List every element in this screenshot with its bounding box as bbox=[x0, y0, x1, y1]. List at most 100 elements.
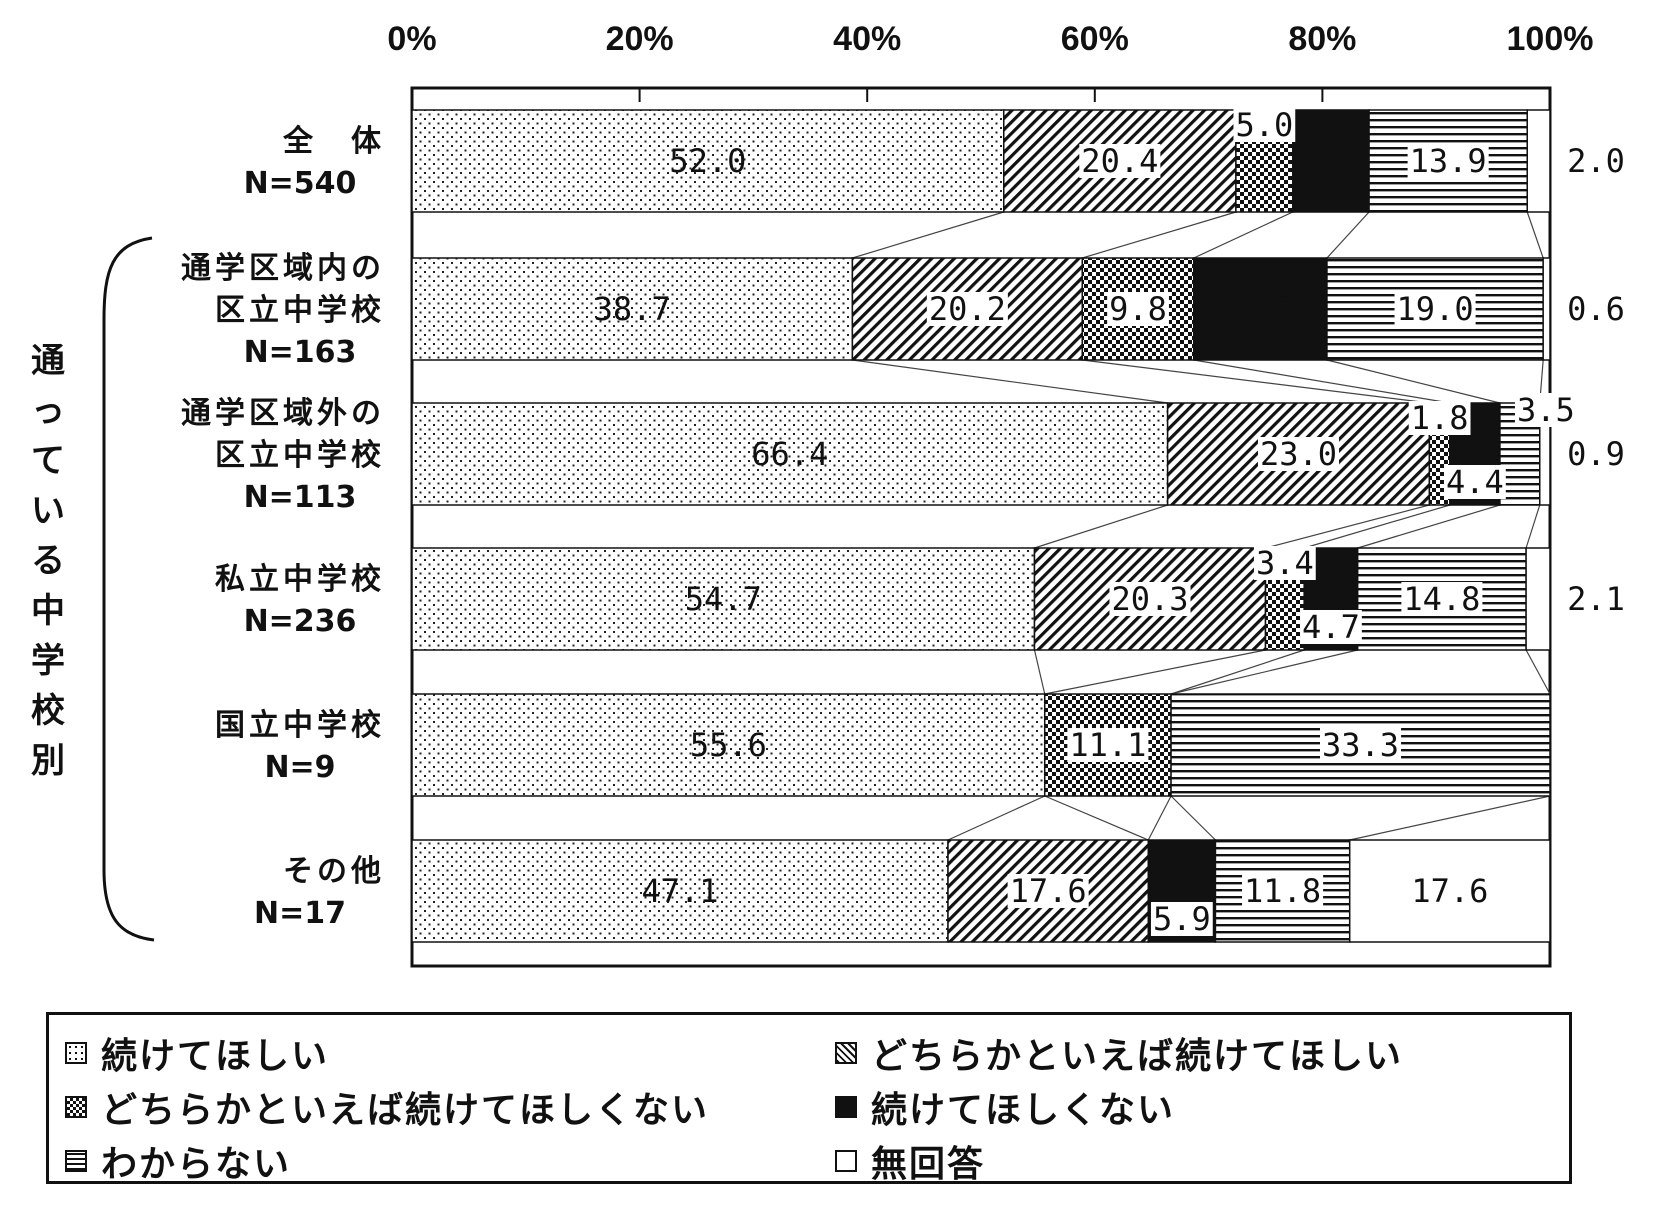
connector-line bbox=[947, 795, 1045, 841]
legend-swatch-horizontal bbox=[65, 1150, 87, 1172]
group-label-char: い bbox=[31, 491, 65, 531]
category-n: N=17 bbox=[254, 896, 346, 931]
bar-segment bbox=[411, 839, 949, 943]
connector-line bbox=[1082, 359, 1430, 404]
label-backing bbox=[1401, 582, 1483, 616]
data-label: 5.0 bbox=[1235, 106, 1293, 144]
category-name: 国立中学校 bbox=[215, 708, 385, 743]
bar-segment bbox=[411, 402, 1169, 506]
group-label-char: て bbox=[31, 441, 65, 481]
category-n: N=540 bbox=[244, 166, 357, 201]
data-label: 4.4 bbox=[1446, 463, 1504, 501]
label-backing bbox=[1409, 874, 1491, 908]
data-label: 66.4 bbox=[751, 435, 828, 473]
group-label-char: 別 bbox=[31, 741, 65, 781]
plot-area-frame bbox=[410, 86, 1552, 968]
connector-line bbox=[1265, 504, 1430, 549]
legend-label: どちらかといえば続けてほしくない bbox=[101, 1090, 710, 1131]
bar-segment bbox=[411, 547, 1036, 651]
category-n: N=9 bbox=[264, 750, 335, 785]
label-backing bbox=[1242, 874, 1324, 908]
connector-line bbox=[1326, 211, 1370, 259]
connector-line bbox=[1170, 649, 1358, 695]
category-name: 区立中学校 bbox=[215, 438, 385, 473]
connector-line bbox=[1170, 649, 1305, 695]
bar-segment bbox=[411, 693, 1046, 797]
group-label-char: 通 bbox=[31, 341, 65, 381]
data-label: 4.7 bbox=[1302, 608, 1360, 646]
group-label-char: 中 bbox=[31, 591, 65, 631]
group-brace bbox=[102, 236, 155, 942]
label-backing bbox=[1408, 401, 1471, 435]
x-tick-label: 100% bbox=[1507, 20, 1594, 58]
group-label-char: っ bbox=[31, 391, 65, 431]
connector-line bbox=[852, 211, 1004, 259]
label-backing bbox=[1109, 582, 1191, 616]
legend-swatch-checker bbox=[65, 1096, 87, 1118]
legend-label: わからない bbox=[101, 1144, 292, 1185]
data-label: 38.7 bbox=[594, 290, 671, 328]
data-label: 20.2 bbox=[929, 290, 1006, 328]
legend-swatch-diagonal bbox=[835, 1042, 857, 1064]
data-label: 3.5 bbox=[1517, 391, 1575, 429]
legend-item-1: 続けてほしい bbox=[65, 1027, 329, 1079]
data-label: 55.6 bbox=[690, 726, 767, 764]
data-label: 20.3 bbox=[1111, 580, 1188, 618]
data-label: 11.7 bbox=[1222, 290, 1299, 328]
data-label: 17.6 bbox=[1411, 872, 1488, 910]
label-backing bbox=[1565, 292, 1627, 326]
bar-segment bbox=[1542, 257, 1551, 361]
category-name: 通学区域外の bbox=[181, 396, 385, 431]
connector-lines bbox=[852, 211, 1551, 841]
category-name: その他 bbox=[283, 854, 385, 889]
label-backing bbox=[1565, 582, 1627, 616]
bars bbox=[411, 109, 1551, 943]
data-label: 14.8 bbox=[1403, 580, 1480, 618]
label-backing bbox=[1219, 292, 1301, 326]
data-label: 52.0 bbox=[669, 142, 746, 180]
data-label: 19.0 bbox=[1397, 290, 1474, 328]
label-backing bbox=[1253, 546, 1316, 580]
legend-item-5: わからない bbox=[65, 1135, 291, 1187]
x-tick-label: 20% bbox=[606, 20, 674, 58]
data-label: 33.3 bbox=[1322, 726, 1399, 764]
bar-segment bbox=[411, 109, 1005, 213]
label-backing bbox=[1233, 108, 1296, 142]
connector-line bbox=[1193, 211, 1294, 259]
legend-swatch-blank bbox=[835, 1150, 857, 1172]
legend-label: 続けてほしい bbox=[101, 1036, 330, 1077]
connector-line bbox=[1170, 795, 1216, 841]
data-label: 47.1 bbox=[641, 872, 718, 910]
legend-item-3: どちらかといえば続けてほしくない bbox=[65, 1081, 709, 1133]
data-label: 23.0 bbox=[1260, 435, 1337, 473]
connector-line bbox=[1326, 359, 1501, 404]
x-axis-ticks: 0% 20% 40% 60% 80% 100% bbox=[387, 20, 1593, 102]
data-label: 11.8 bbox=[1244, 872, 1321, 910]
data-label: 0.9 bbox=[1567, 435, 1625, 473]
connector-line bbox=[1525, 504, 1541, 549]
label-backing bbox=[1407, 144, 1489, 178]
legend-item-6: 無回答 bbox=[835, 1135, 985, 1187]
group-label-char: 学 bbox=[31, 641, 65, 681]
connector-line bbox=[1357, 504, 1501, 549]
data-label: 20.4 bbox=[1081, 142, 1158, 180]
label-backing bbox=[1257, 437, 1340, 471]
data-label: 1.8 bbox=[1411, 399, 1469, 437]
connector-line bbox=[1525, 649, 1551, 695]
category-name: 全 体 bbox=[282, 124, 385, 159]
connector-line bbox=[1349, 795, 1551, 841]
bar-segment bbox=[1526, 109, 1551, 213]
data-label: 3.4 bbox=[1256, 544, 1314, 582]
label-backing bbox=[1565, 437, 1627, 471]
connector-line bbox=[1147, 795, 1172, 841]
legend-label: どちらかといえば続けてほしい bbox=[871, 1036, 1404, 1077]
label-backing bbox=[1300, 144, 1362, 178]
label-backing bbox=[1443, 465, 1506, 499]
category-n: N=113 bbox=[244, 480, 357, 515]
group-label-char: る bbox=[31, 541, 65, 581]
label-backing bbox=[1565, 144, 1627, 178]
data-label: 2.0 bbox=[1567, 142, 1625, 180]
data-label: 2.1 bbox=[1567, 580, 1625, 618]
